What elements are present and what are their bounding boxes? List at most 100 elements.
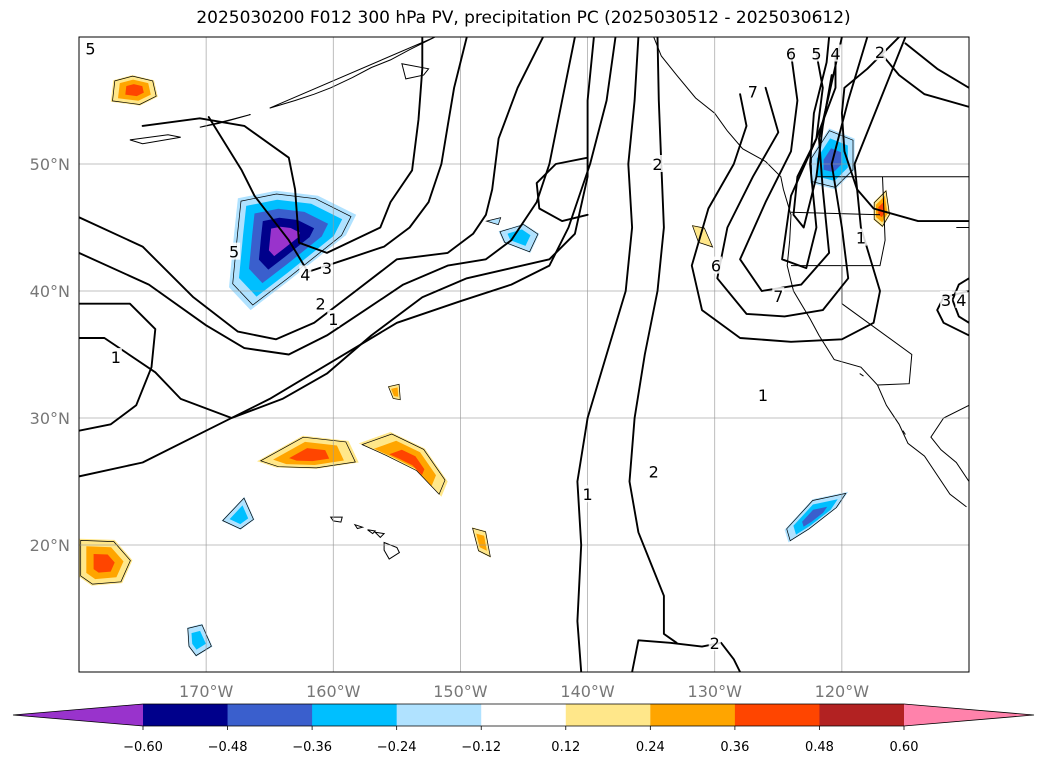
pv-contour-label-bg-16	[854, 228, 867, 246]
colorbar-segment-3	[312, 704, 398, 726]
pv-contour-label-bg-22	[708, 633, 721, 651]
pv-contour-label-bg-18	[955, 290, 968, 308]
precip-region-14-level-2	[191, 630, 206, 650]
pv-contour-21	[535, 156, 589, 223]
pv-contour-1	[141, 37, 424, 254]
pv-contour-label-5: 2	[315, 295, 325, 314]
precip-region-3-outline	[499, 224, 539, 253]
chart-title: 2025030200 F012 300 hPa PV, precipitatio…	[196, 8, 851, 28]
coastlines	[129, 37, 969, 560]
island-11	[902, 430, 906, 435]
colorbar-tick-label-10: 0.60	[890, 740, 919, 755]
pv-contour-label-1: 5	[85, 39, 95, 58]
pv-contour-11	[690, 37, 907, 343]
precip-region-9-outline	[361, 433, 446, 495]
pv-contour-label-15: 7	[773, 287, 783, 306]
pv-contour-2	[207, 37, 468, 273]
colorbar: −0.60 −0.48 −0.36 −0.24 −0.12 0.12 0.24 0.36 0.4…	[12, 703, 1035, 755]
colorbar-tick-label-1: −0.60	[123, 740, 163, 755]
island-9	[401, 63, 430, 80]
pv-contour-label-bg-20	[581, 485, 594, 503]
precip-region-11-level-2	[229, 505, 249, 525]
pv-contour-label-bg-7	[109, 348, 122, 366]
pv-contour-9	[631, 639, 742, 672]
pv-contour-label-bg-10	[810, 44, 823, 62]
precip-region-12-outline	[472, 527, 491, 558]
pv-contour-label-7: 1	[111, 348, 121, 367]
x-tick-label-1: 170°W	[179, 682, 234, 701]
precip-region-13-level-3	[93, 554, 115, 573]
precip-region-4-outline	[485, 217, 502, 226]
colorbar-segment-7	[650, 704, 736, 726]
pv-contour-label-20: 1	[582, 485, 592, 504]
pv-contour-5	[79, 37, 595, 419]
pv-contour-12	[716, 37, 869, 318]
pv-contour-label-6: 1	[328, 310, 338, 329]
pv-contour-label-21: 2	[649, 462, 659, 481]
colorbar-segment-8	[734, 704, 820, 726]
precip-region-11-outline	[222, 497, 254, 530]
island-5	[383, 541, 401, 560]
island-4	[373, 531, 386, 539]
precip-region-3-level-2	[507, 229, 531, 246]
pv-contour-label-bg-6	[327, 309, 340, 327]
pv-contour-label-16: 1	[856, 229, 866, 248]
pv-contour-7	[79, 37, 617, 478]
precip-region-15-outline	[786, 492, 847, 542]
pv-contours	[79, 37, 969, 672]
x-axis-ticks: 170°W 160°W 150°W 140°W 130°W 120°W	[179, 682, 869, 701]
precip-region-7-level-1	[691, 225, 714, 248]
pv-contour-label-19: 1	[758, 386, 768, 405]
precip-region-7-outline	[691, 225, 714, 248]
island-6	[129, 134, 181, 145]
precip-region-13-outline	[80, 540, 131, 585]
precip-region-12-level-2	[476, 533, 487, 551]
y-axis-ticks: 20°N 30°N 40°N 50°N	[30, 155, 70, 555]
pv-contour-label-bg-13	[746, 82, 759, 100]
pv-contour-8	[576, 37, 640, 672]
x-tick-label-3: 150°W	[433, 682, 488, 701]
precip-region-10-outline	[388, 383, 401, 401]
pv-contour-label-4: 3	[322, 259, 332, 278]
precip-region-9-level-3	[389, 449, 425, 476]
pv-contour-label-bg-1	[84, 39, 97, 57]
coastline-1	[653, 37, 967, 508]
pv-contour-label-8: 2	[652, 155, 662, 174]
plot-frame	[78, 36, 970, 673]
pv-contour-label-12: 2	[875, 43, 885, 62]
colorbar-tick-label-8: 0.36	[720, 740, 749, 755]
precip-region-1-outline	[112, 75, 157, 105]
pv-contour-label-bg-8	[651, 155, 664, 172]
colorbar-extend-high	[904, 704, 1034, 726]
colorbar-tick-label-4: −0.24	[377, 740, 417, 755]
y-tick-label-2: 30°N	[30, 409, 70, 428]
pv-contour-label-bg-15	[772, 287, 785, 305]
colorbar-tick-label-6: 0.12	[551, 740, 580, 755]
y-tick-label-4: 50°N	[30, 155, 70, 174]
pv-contour-17	[904, 42, 969, 89]
colorbar-tick-label-5: −0.12	[461, 740, 501, 755]
precip-region-6-outline	[873, 190, 890, 227]
precip-region-8-level-3	[289, 448, 330, 462]
colorbar-tick-label-9: 0.48	[805, 740, 834, 755]
island-1	[329, 516, 343, 523]
x-tick-label-4: 140°W	[560, 682, 615, 701]
pv-contour-label-bg-4	[320, 259, 333, 277]
pv-contour-label-18: 4	[956, 291, 966, 310]
pv-contour-label-bg-9	[785, 44, 797, 62]
pv-contour-label-13: 7	[748, 83, 758, 102]
pv-contour-14	[781, 37, 831, 270]
pv-contour-label-bg-3	[299, 265, 312, 283]
pv-contour-label-bg-19	[757, 386, 770, 404]
precip-region-1-level-3	[125, 84, 144, 97]
pv-contour-20	[951, 277, 969, 324]
island-3	[367, 529, 377, 535]
pv-contour-label-bg-17	[940, 290, 953, 308]
x-tick-label-6: 120°W	[815, 682, 870, 701]
pv-contour-label-11: 4	[830, 45, 840, 64]
colorbar-tick-label-3: −0.36	[292, 740, 332, 755]
x-tick-label-2: 160°W	[306, 682, 361, 701]
pv-contour-label-3: 4	[300, 265, 310, 284]
pv-contour-4	[79, 37, 576, 356]
